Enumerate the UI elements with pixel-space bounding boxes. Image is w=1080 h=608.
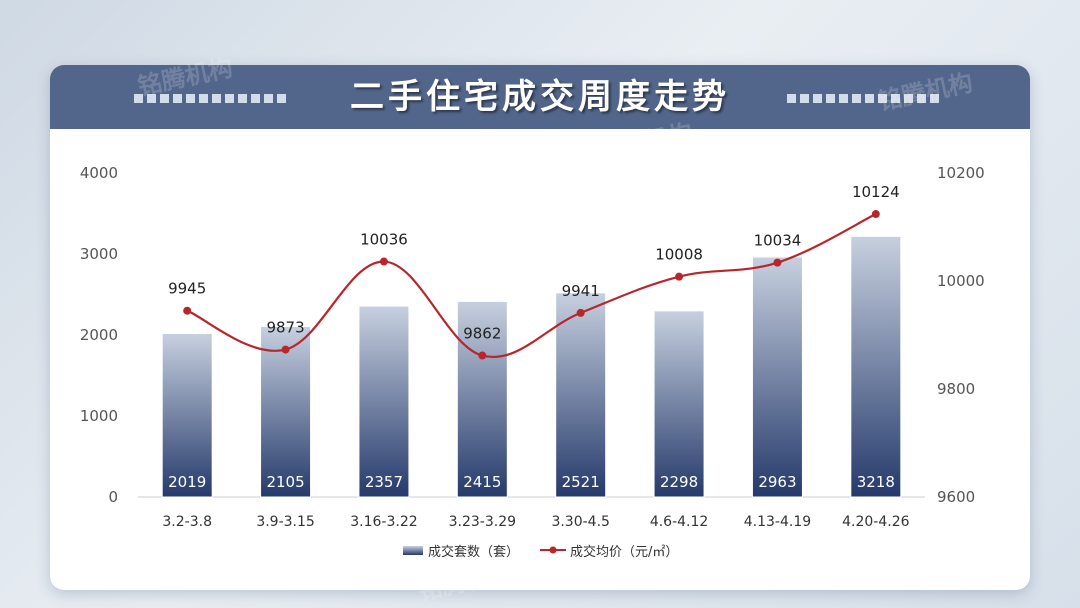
- bars-layer: 2019 2105 2357 2415 2521 2298 2963 3218: [161, 235, 902, 498]
- bar-4.6-4.12: [653, 310, 705, 498]
- left-axis-tick-label: 4000: [80, 164, 118, 182]
- legend-bar-swatch: [403, 546, 423, 555]
- bar-3.16-3.22: [358, 305, 410, 498]
- x-axis-tick-label: 4.20-4.26: [842, 514, 909, 530]
- price-value-label: 9873: [266, 319, 304, 337]
- left-axis-tick-label: 3000: [80, 245, 118, 263]
- right-axis-tick-label: 9600: [937, 488, 975, 506]
- x-axis-tick-label: 4.6-4.12: [650, 514, 709, 530]
- bar-4.20-4.26: [850, 235, 902, 498]
- right-axis-tick-label: 10000: [937, 272, 985, 290]
- watermark-text: 铭腾机构: [595, 119, 695, 166]
- bar-value-label: 2019: [168, 473, 206, 491]
- bar-value-label: 3218: [857, 473, 895, 491]
- title-banner: 二手住宅成交周度走势: [50, 65, 1030, 129]
- x-axis-tick-label: 3.23-3.29: [449, 514, 516, 530]
- bar-value-label: 2415: [463, 473, 501, 491]
- x-axis-tick-label: 4.13-4.19: [744, 514, 811, 530]
- price-value-label: 9941: [562, 282, 600, 300]
- decorative-dots-right: [787, 94, 939, 103]
- left-axis-tick-label: 0: [108, 488, 118, 506]
- price-point-4.13-4.19: [773, 258, 782, 267]
- price-value-label: 10036: [360, 231, 408, 249]
- right-axis-tick-label: 10200: [937, 164, 985, 182]
- price-point-3.30-4.5: [576, 308, 585, 317]
- bar-3.23-3.29: [456, 300, 508, 498]
- right-axis-tick-label: 9800: [937, 380, 975, 398]
- legend: 成交套数（套） 成交均价（元/㎡）: [403, 544, 678, 560]
- bar-value-label: 2963: [758, 473, 796, 491]
- legend-line-label: 成交均价（元/㎡）: [570, 544, 678, 560]
- legend-bar-label: 成交套数（套）: [428, 544, 519, 560]
- price-line: [186, 213, 877, 358]
- price-value-label: 10034: [754, 232, 802, 250]
- legend-line-marker: [549, 546, 557, 554]
- bar-value-label: 2521: [562, 473, 600, 491]
- price-line-layer: 9945 9873 10036 9862 9941 10008 10034 10124: [168, 183, 900, 360]
- x-axis-tick-label: 3.2-3.8: [162, 514, 212, 530]
- watermark-text: 铭腾机构: [875, 69, 975, 116]
- bar-3.30-4.5: [555, 292, 607, 498]
- bar-3.2-3.8: [161, 332, 213, 498]
- chart-title: 二手住宅成交周度走势: [350, 77, 730, 117]
- watermark-text: 铭腾机构: [325, 169, 425, 216]
- price-value-label: 9862: [463, 325, 501, 343]
- bar-value-label: 2298: [660, 473, 698, 491]
- price-point-3.16-3.22: [379, 257, 388, 266]
- price-point-3.9-3.15: [281, 345, 290, 354]
- price-point-3.2-3.8: [183, 306, 192, 315]
- x-axis-tick-label: 3.9-3.15: [256, 514, 315, 530]
- price-value-label: 10008: [655, 246, 703, 264]
- decorative-dots-left: [134, 94, 286, 103]
- x-axis-tick-label: 3.30-4.5: [551, 514, 610, 530]
- price-value-label: 10124: [852, 183, 900, 201]
- x-axis-tick-label: 3.16-3.22: [350, 514, 417, 530]
- left-axis-tick-label: 2000: [80, 326, 118, 344]
- axes-layer: 0 1000 2000 3000 4000 9600 9800 10000 10200 3.2-3…: [80, 164, 985, 530]
- price-value-label: 9945: [168, 280, 206, 298]
- price-point-4.20-4.26: [871, 210, 880, 219]
- watermark-text: 铭腾机构: [415, 559, 515, 606]
- price-point-3.23-3.29: [478, 351, 487, 360]
- price-point-4.6-4.12: [675, 272, 684, 281]
- bar-3.9-3.15: [260, 325, 312, 498]
- bar-4.13-4.19: [751, 256, 803, 498]
- left-axis-tick-label: 1000: [80, 407, 118, 425]
- bar-value-label: 2357: [365, 473, 403, 491]
- watermark-text: 铭腾机构: [135, 54, 235, 101]
- bar-value-label: 2105: [266, 473, 304, 491]
